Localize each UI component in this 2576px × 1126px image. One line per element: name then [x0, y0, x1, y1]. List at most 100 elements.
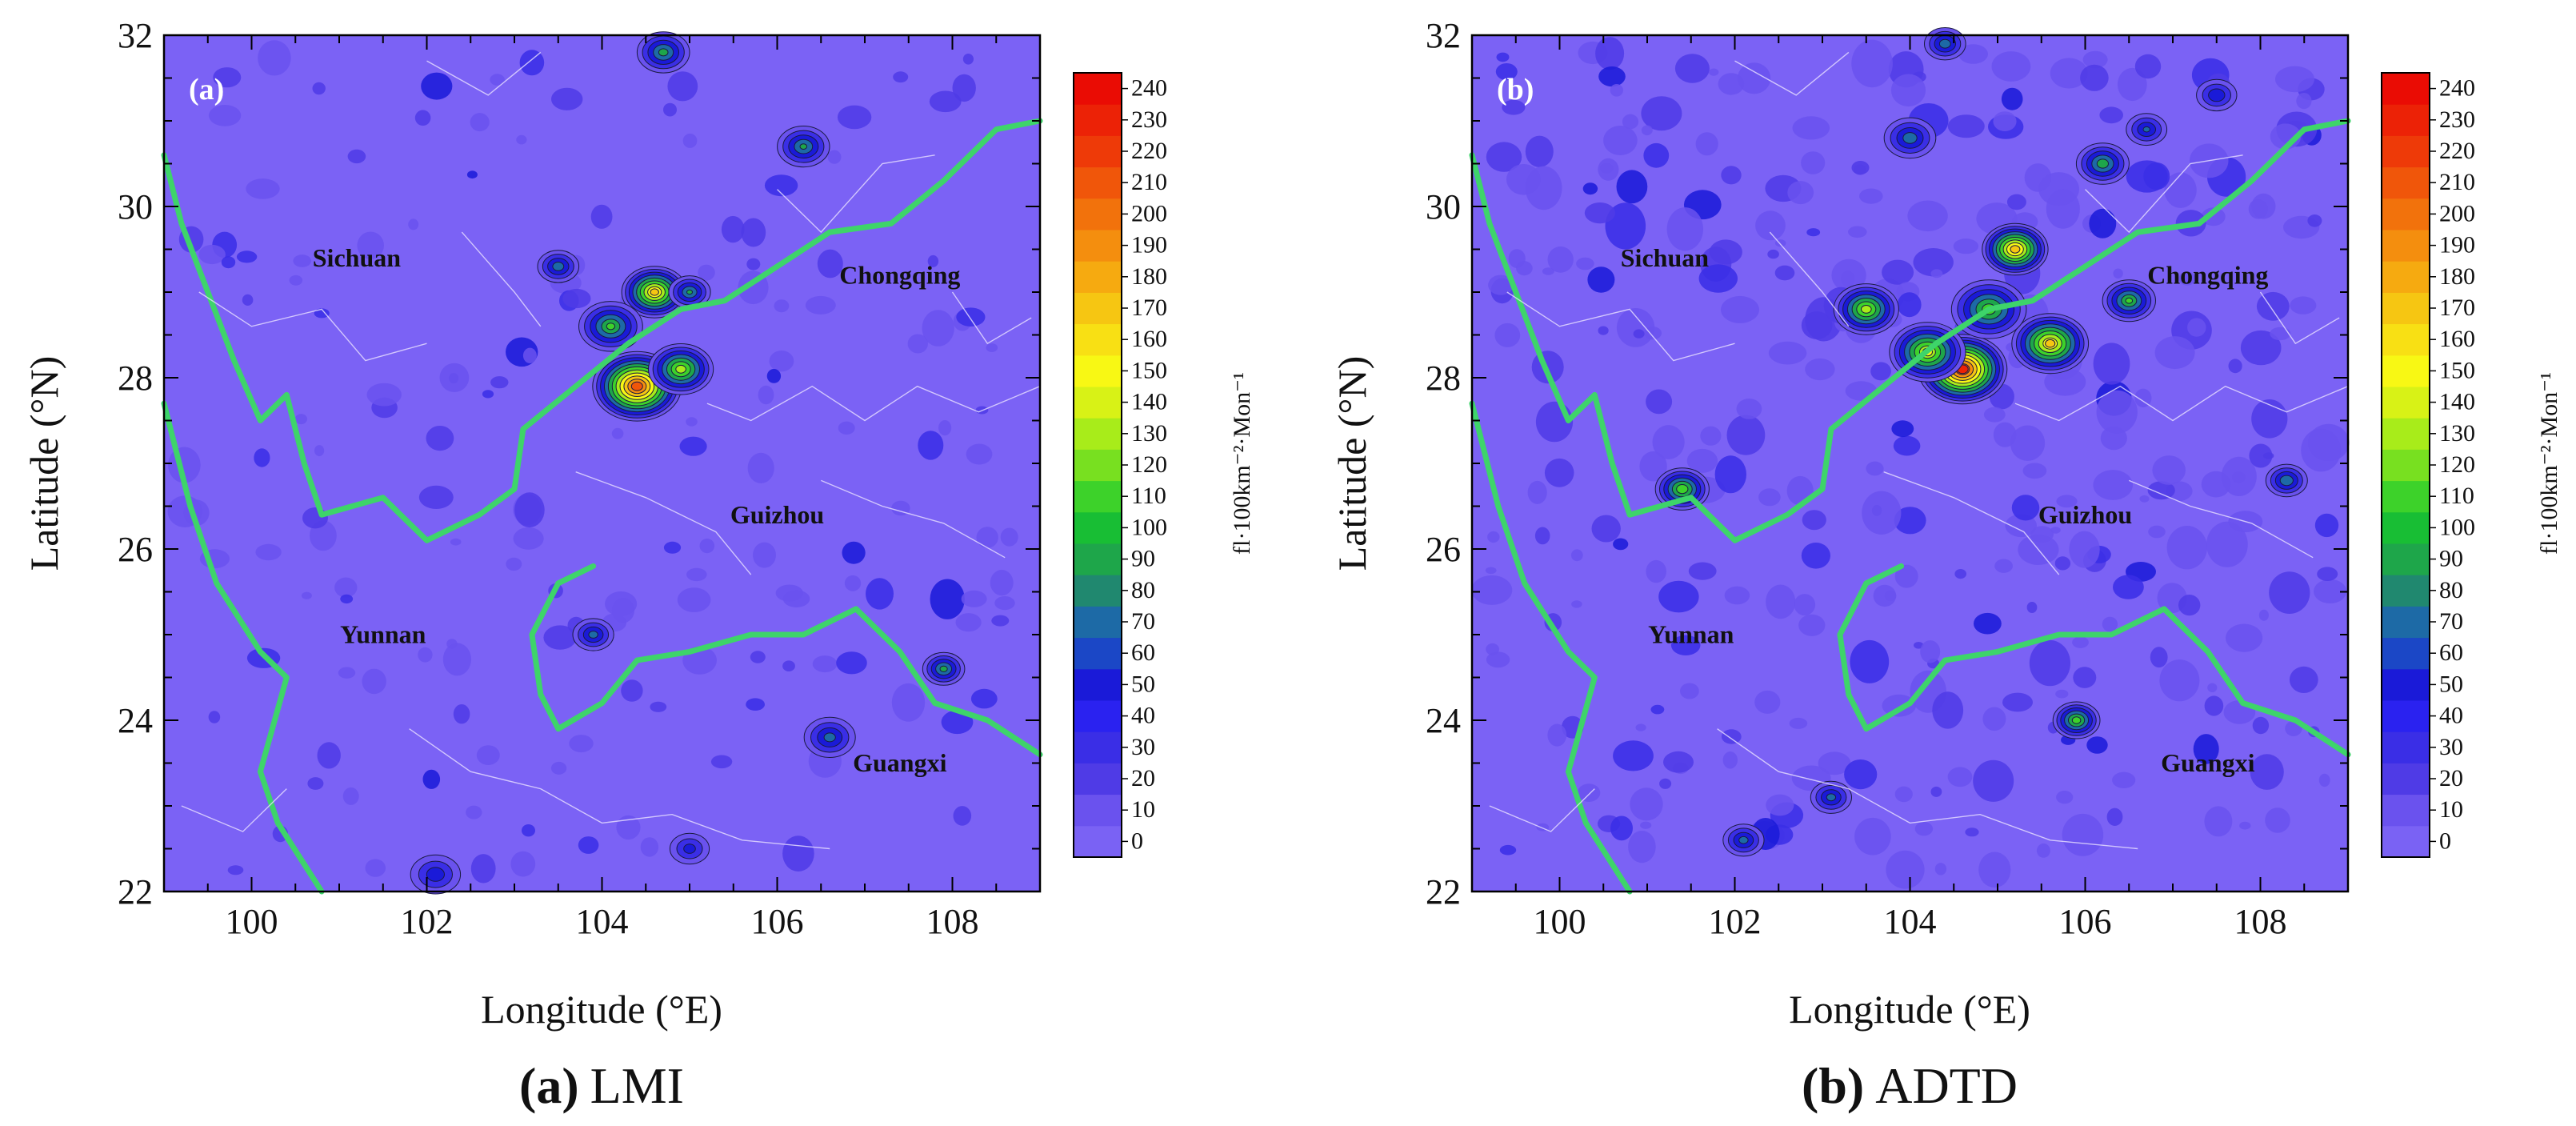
colorbar-swatch: [2382, 794, 2430, 827]
density-patch: [1652, 425, 1685, 459]
colorbar-swatch: [1074, 606, 1122, 639]
province-label: Sichuan: [1621, 243, 1709, 272]
density-patch: [679, 436, 707, 456]
county-boundary: [821, 479, 1006, 559]
density-patch: [2204, 695, 2224, 716]
density-patch: [1670, 635, 1701, 655]
density-patch: [962, 54, 974, 65]
density-patch: [1882, 694, 1917, 717]
density-patch: [2201, 207, 2226, 226]
colorbar-swatch: [2382, 135, 2430, 168]
y-tick-label: 24: [118, 701, 153, 740]
colorbar-tick-label: 80: [2439, 577, 2463, 603]
density-patch: [966, 443, 993, 465]
density-patch: [991, 615, 1010, 627]
density-patch: [1851, 161, 1870, 175]
density-patch: [476, 745, 500, 765]
density-patch: [2314, 513, 2339, 538]
density-patch: [927, 254, 939, 267]
province-label: Yunnan: [1648, 620, 1734, 649]
density-patch: [1496, 52, 1510, 62]
density-patch: [1859, 188, 1883, 204]
density-patch: [301, 591, 312, 599]
hotspot: [1722, 823, 1765, 857]
density-patch: [2036, 843, 2050, 858]
density-patch: [616, 815, 641, 840]
density-patch: [1754, 690, 1781, 714]
density-patch: [1646, 389, 1673, 415]
density-patch: [2178, 595, 2201, 616]
density-patch: [2187, 318, 2206, 337]
density-patch: [721, 215, 745, 243]
hotspot: [777, 126, 830, 168]
density-patch: [213, 67, 242, 88]
hotspot: [578, 301, 643, 352]
y-tick-label: 22: [1426, 872, 1461, 912]
density-patch: [640, 837, 659, 857]
density-patch: [1610, 815, 1633, 841]
hotspot: [668, 275, 711, 309]
colorbar-swatch: [1074, 418, 1122, 450]
colorbar-swatch: [2382, 198, 2430, 230]
density-patch: [2026, 602, 2038, 613]
density-patch: [922, 310, 954, 347]
colorbar-swatch: [1074, 104, 1122, 136]
density-patch: [2044, 367, 2086, 396]
hotspot: [2126, 113, 2168, 146]
density-patch: [1722, 751, 1738, 769]
density-patch: [1818, 751, 1851, 775]
noise-texture-a: [167, 40, 1018, 884]
density-patch: [1674, 54, 1710, 83]
y-tick-label: 30: [118, 187, 153, 226]
density-patch: [2002, 692, 2033, 712]
density-patch: [2112, 771, 2136, 788]
hotspot: [2011, 313, 2090, 375]
density-patch: [611, 598, 635, 623]
density-patch: [2046, 189, 2080, 229]
density-patch: [1698, 264, 1738, 293]
density-patch: [747, 452, 774, 484]
panel-a: (a) Sichuan Chongqing Guizhou Yunnan Guangxi…: [22, 16, 1043, 1032]
density-patch: [1650, 704, 1665, 715]
hotspot: [1883, 117, 1937, 159]
density-patch: [1755, 210, 1786, 241]
density-patch: [2148, 525, 2166, 539]
province-label: Guangxi: [2161, 748, 2254, 777]
colorbar-tick-label: 110: [2439, 483, 2474, 509]
density-patch: [1789, 717, 1808, 729]
colorbar-tick-label: 50: [1131, 671, 1155, 697]
density-patch: [1890, 74, 1926, 107]
panel-b: (b) Sichuan Chongqing Guizhou Yunnan Guangxi…: [1330, 16, 2351, 1032]
colorbar-tick-label: 210: [2439, 169, 2475, 195]
density-patch: [2193, 734, 2219, 764]
density-patch: [893, 71, 909, 83]
colorbar-tick-label: 100: [1131, 514, 1167, 540]
density-patch: [1494, 323, 1521, 347]
province-label: Guizhou: [730, 500, 824, 529]
density-patch: [2093, 343, 2130, 385]
density-patch: [1893, 435, 1921, 456]
density-patch: [1994, 559, 2014, 573]
density-patch: [844, 575, 862, 591]
density-patch: [2206, 521, 2248, 567]
density-patch: [1641, 125, 1653, 136]
colorbar-swatch: [1074, 825, 1122, 858]
density-patch: [1525, 166, 1562, 210]
hotspot: [636, 31, 690, 74]
density-patch: [782, 660, 795, 671]
density-patch: [2204, 806, 2233, 837]
contour-level: [2125, 297, 2134, 304]
density-patch: [2252, 716, 2270, 735]
density-patch: [2275, 66, 2314, 93]
density-patch: [699, 539, 715, 554]
density-patch: [1547, 246, 1574, 273]
density-patch: [334, 577, 358, 598]
density-patch: [2010, 425, 2046, 461]
colorbar-tick-label: 120: [2439, 451, 2475, 478]
contour-level: [675, 364, 686, 374]
density-patch: [254, 448, 270, 467]
colorbar-tick-label: 80: [1131, 577, 1155, 603]
density-patch: [1695, 132, 1718, 156]
colorbar-tick-label: 240: [2439, 75, 2475, 102]
